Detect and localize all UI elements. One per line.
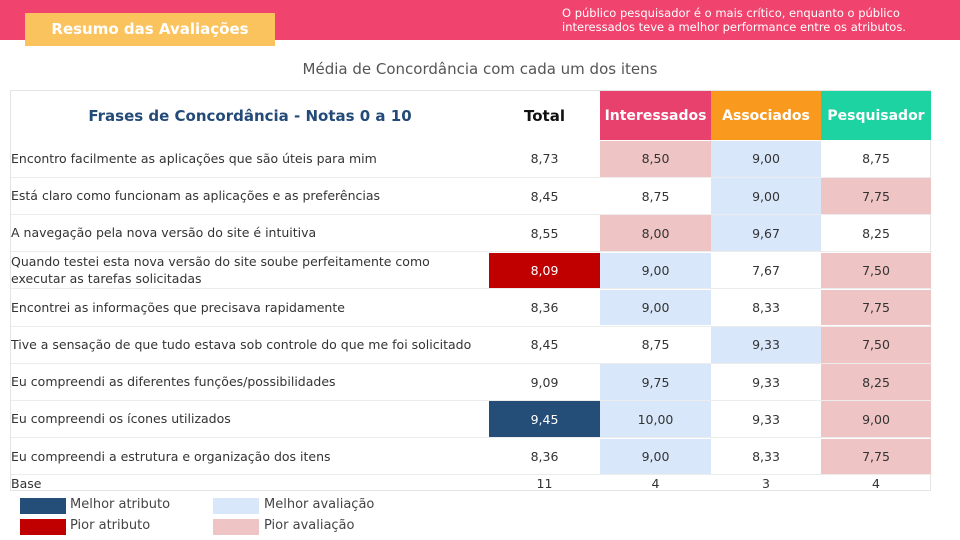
row-divider: [11, 474, 932, 476]
value-cell: 9,09: [530, 374, 559, 390]
value-cell: 8,50: [600, 141, 711, 177]
base-label: Base: [11, 475, 42, 491]
row-label: Eu compreendi a estrutura e organização …: [11, 448, 331, 464]
row-label: Tive a sensação de que tudo estava sob c…: [11, 337, 472, 353]
row-divider: [11, 325, 932, 327]
row-label: Encontro facilmente as aplicações que sã…: [11, 151, 377, 167]
legend-label: Pior atributo: [70, 518, 151, 533]
value-cell: 9,00: [711, 141, 821, 177]
value-cell: 7,50: [821, 252, 931, 289]
value-cell: 8,45: [530, 188, 559, 204]
value-cell: 9,00: [711, 178, 821, 214]
column-header-phrases: Frases de Concordância - Notas 0 a 10: [88, 106, 412, 125]
value-cell: 7,67: [752, 262, 780, 278]
legend-swatch: [20, 498, 66, 514]
row-label: Eu compreendi as diferentes funções/poss…: [11, 374, 336, 390]
value-cell: 9,67: [711, 215, 821, 252]
value-cell: 9,75: [600, 364, 711, 400]
base-value: 3: [762, 475, 770, 491]
value-cell: 8,00: [600, 215, 711, 252]
value-cell: 7,75: [821, 289, 931, 326]
value-cell: 8,09: [489, 252, 600, 289]
agreement-table: Frases de Concordância - Notas 0 a 10 Tot…: [10, 90, 932, 491]
header-note: O público pesquisador é o mais crítico, …: [562, 6, 906, 34]
row-divider: [11, 399, 932, 401]
row-divider: [11, 288, 932, 290]
value-cell: 9,33: [752, 374, 780, 390]
legend-label: Melhor avaliação: [264, 497, 375, 512]
value-cell: 9,00: [600, 289, 711, 326]
value-cell: 8,75: [862, 151, 890, 167]
row-label: Eu compreendi os ícones utilizados: [11, 411, 231, 427]
legend-label: Melhor atributo: [70, 497, 171, 512]
base-value: 4: [651, 475, 660, 491]
column-header-associados: Associados: [711, 91, 821, 140]
value-cell: 9,00: [600, 438, 711, 475]
row-label: Quando testei esta nova versão do site s…: [11, 254, 430, 287]
row-divider: [11, 176, 932, 178]
value-cell: 9,00: [600, 252, 711, 289]
row-label: A navegação pela nova versão do site é i…: [11, 225, 317, 241]
legend-swatch: [213, 519, 259, 535]
value-cell: 8,25: [862, 225, 890, 241]
value-cell: 8,73: [530, 151, 559, 167]
row-divider: [11, 437, 932, 439]
value-cell: 8,25: [821, 364, 931, 400]
legend-label: Pior avaliação: [264, 518, 355, 533]
row-label: Está claro como funcionam as aplicações …: [11, 188, 381, 204]
value-cell: 8,75: [641, 188, 670, 204]
column-header-total: Total: [524, 106, 565, 125]
value-cell: 8,36: [530, 448, 559, 464]
value-cell: 10,00: [600, 401, 711, 438]
legend-swatch: [213, 498, 259, 514]
row-divider: [11, 251, 932, 253]
value-cell: 9,00: [821, 401, 931, 438]
value-cell: 7,50: [821, 327, 931, 363]
page-title: Resumo das Avaliações: [25, 13, 275, 46]
column-header-pesquisador: Pesquisador: [821, 91, 931, 140]
row-divider: [11, 213, 932, 215]
value-cell: 8,33: [752, 448, 780, 464]
value-cell: 8,36: [530, 300, 559, 316]
value-cell: 7,75: [821, 178, 931, 214]
row-label: Encontrei as informações que precisava r…: [11, 299, 345, 315]
value-cell: 7,75: [821, 438, 931, 475]
base-value: 4: [872, 475, 880, 491]
value-cell: 8,75: [641, 337, 670, 353]
value-cell: 8,33: [752, 300, 780, 316]
value-cell: 9,33: [711, 327, 821, 363]
column-header-interessados: Interessados: [600, 91, 711, 140]
base-value: 11: [536, 475, 553, 491]
row-divider: [11, 362, 932, 364]
value-cell: 9,45: [489, 401, 600, 438]
value-cell: 8,45: [530, 337, 559, 353]
value-cell: 9,33: [752, 411, 780, 427]
chart-subtitle: Média de Concordância com cada um dos it…: [302, 60, 658, 78]
legend-swatch: [20, 519, 66, 535]
value-cell: 8,55: [530, 225, 559, 241]
